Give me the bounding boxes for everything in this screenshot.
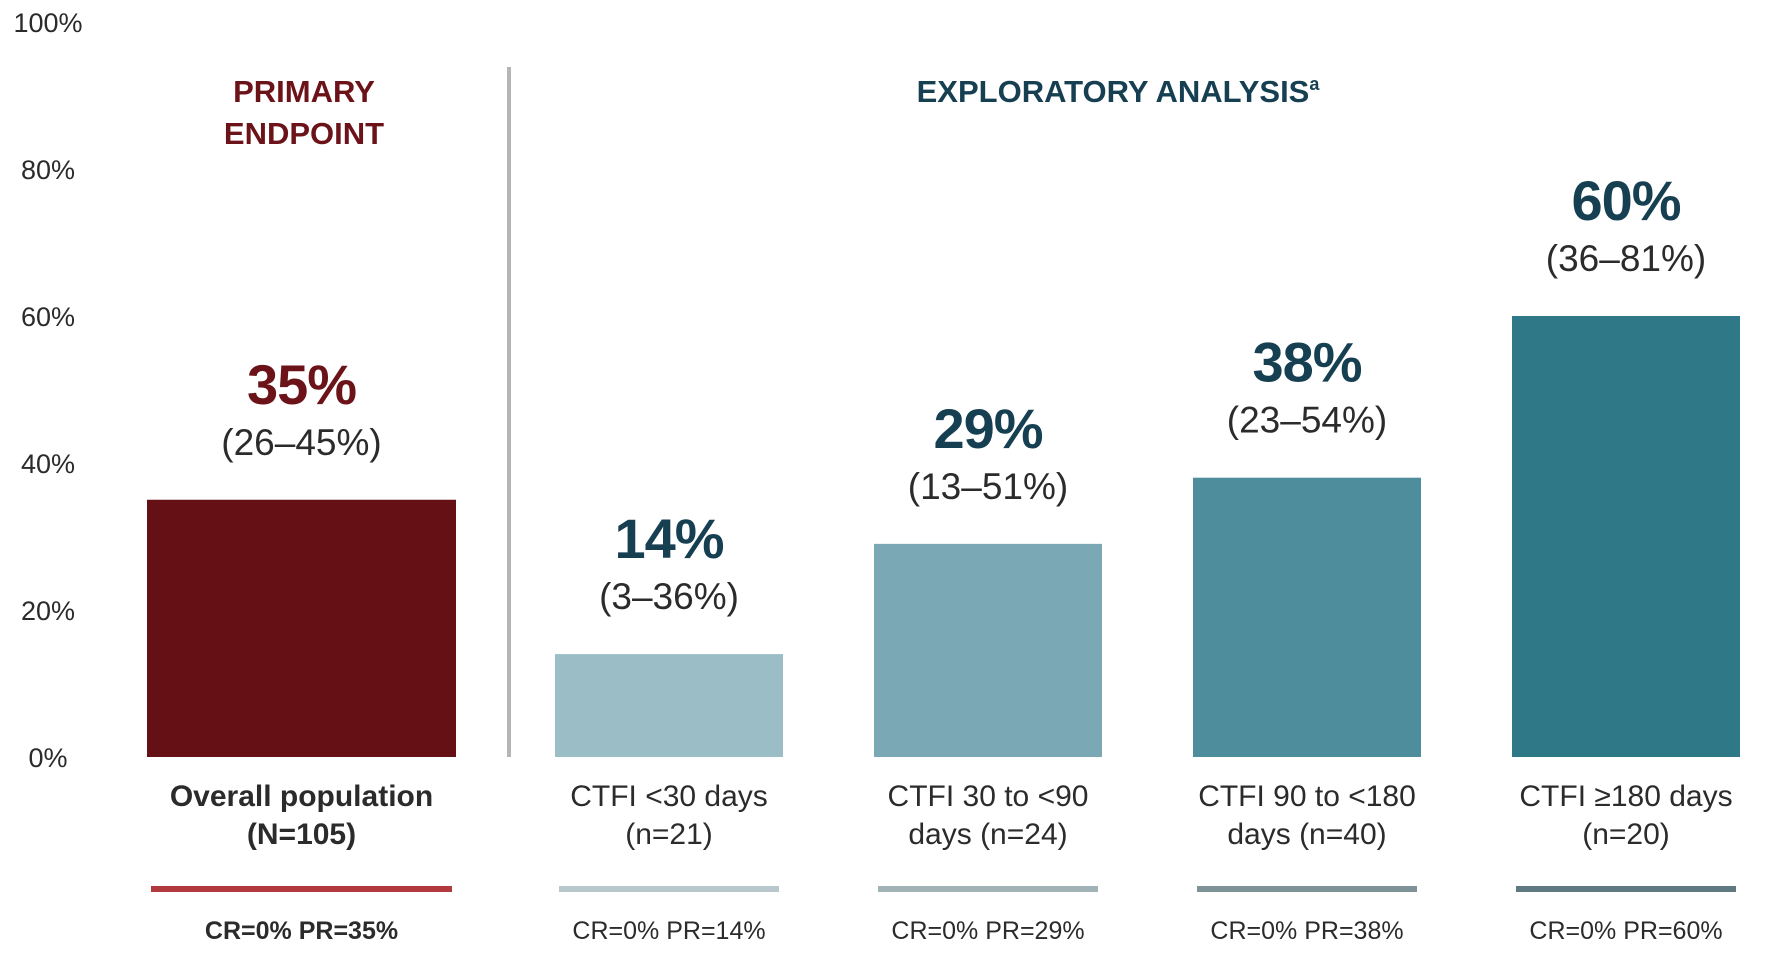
bar [147, 499, 456, 757]
category-underline [1516, 886, 1736, 892]
y-axis: 0% 20% 40% 60% 80% 100% [13, 8, 82, 773]
bar-value-label: 29% [933, 397, 1042, 460]
primary-endpoint-title: ENDPOINT [224, 116, 384, 151]
response-label: CR=0% PR=14% [572, 917, 765, 945]
y-tick-label: 40% [21, 449, 75, 479]
bars [147, 316, 1740, 757]
category-label: (n=21) [625, 818, 713, 851]
response-label: CR=0% PR=38% [1210, 917, 1403, 945]
section-headers: PRIMARY ENDPOINT EXPLORATORY ANALYSISa [224, 74, 1320, 151]
bar [555, 654, 783, 757]
category-underline [878, 886, 1098, 892]
bar-ci-label: (3–36%) [599, 576, 739, 617]
category-label: days (n=40) [1227, 818, 1386, 851]
category-label: CTFI <30 days [570, 780, 768, 813]
y-tick-label: 20% [21, 596, 75, 626]
response-label: CR=0% PR=35% [205, 917, 398, 945]
bar-value-label: 38% [1252, 331, 1361, 394]
footnote-superscript: a [1309, 74, 1320, 94]
bar-ci-label: (23–54%) [1227, 400, 1387, 441]
category-label: (N=105) [247, 818, 356, 851]
category-labels: Overall population (N=105) CTFI <30 days (n… [170, 780, 1733, 851]
y-tick-label: 100% [13, 8, 82, 38]
category-label: CTFI ≥180 days [1519, 780, 1732, 813]
bar-ci-label: (36–81%) [1546, 238, 1706, 279]
category-underline [559, 886, 779, 892]
bar-value-label: 60% [1571, 169, 1680, 232]
category-label: CTFI 30 to <90 [888, 780, 1089, 813]
bar [874, 543, 1102, 757]
category-label: (n=20) [1582, 818, 1670, 851]
bar-value-label: 14% [614, 507, 723, 570]
category-underline [1197, 886, 1417, 892]
exploratory-analysis-title: EXPLORATORY ANALYSISa [917, 74, 1321, 109]
bar-labels: 35% (26–45%) 14% (3–36%) 29% (13–51%) 38% (23–5… [221, 169, 1706, 617]
response-label: CR=0% PR=60% [1529, 917, 1722, 945]
bar-ci-label: (13–51%) [908, 466, 1068, 507]
y-tick-label: 60% [21, 302, 75, 332]
category-label: CTFI 90 to <180 [1198, 780, 1416, 813]
bar-value-label: 35% [247, 353, 356, 416]
response-label: CR=0% PR=29% [891, 917, 1084, 945]
bar-ci-label: (26–45%) [221, 422, 381, 463]
category-underline [151, 886, 452, 892]
response-labels: CR=0% PR=35% CR=0% PR=14% CR=0% PR=29% CR=0… [151, 886, 1736, 945]
y-tick-label: 0% [28, 743, 67, 773]
primary-endpoint-title: PRIMARY [233, 74, 375, 109]
bar [1512, 316, 1740, 757]
category-label: days (n=24) [908, 818, 1067, 851]
y-tick-label: 80% [21, 155, 75, 185]
bar [1193, 477, 1421, 757]
category-label: Overall population [170, 780, 433, 813]
